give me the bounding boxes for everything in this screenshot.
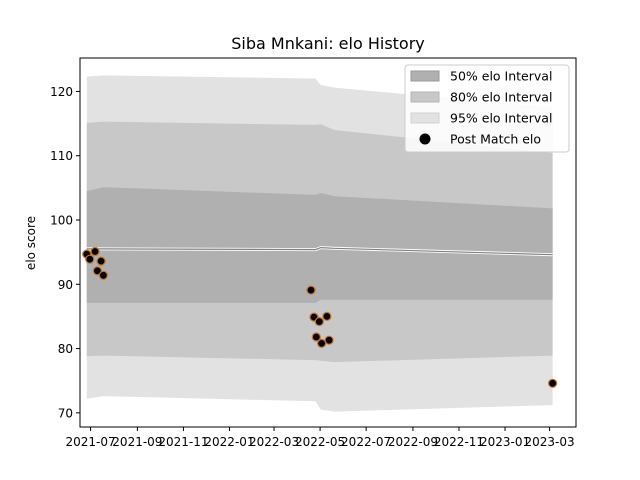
data-point [96, 256, 106, 266]
legend: 50% elo Interval 80% elo Interval 95% elo … [404, 64, 570, 153]
y-tick-label: 70 [58, 406, 73, 420]
y-tick-label: 80 [58, 342, 73, 356]
legend-marker [419, 133, 431, 145]
data-point [92, 266, 103, 276]
x-tick-label: 2022-05 [295, 435, 345, 449]
x-tick-label: 2023-01 [480, 435, 530, 449]
elo-center-line [86, 246, 553, 257]
x-tick-label: 2022-09 [388, 435, 438, 449]
chart-title: Siba Mnkani: elo History [231, 34, 425, 53]
y-axis-label: elo score [24, 216, 38, 270]
legend-box [404, 64, 570, 153]
legend-label: 80% elo Interval [450, 90, 552, 105]
x-tick-label: 2022-07 [341, 435, 391, 449]
plot-frame [79, 57, 577, 428]
data-point [306, 285, 316, 295]
y-axis: 70 80 90 100 110 120 [50, 85, 80, 420]
legend-label: 50% elo Interval [450, 69, 552, 84]
x-axis: 2021-072021-092021-112022-012022-032022-… [65, 427, 575, 449]
x-tick-label: 2021-09 [112, 435, 162, 449]
x-tick-label: 2023-03 [525, 435, 575, 449]
data-point [98, 270, 109, 280]
data-point [547, 378, 558, 388]
data-point [317, 338, 327, 348]
data-point [85, 254, 95, 264]
y-tick-label: 90 [58, 278, 73, 292]
x-tick-label: 2022-11 [434, 435, 484, 449]
y-tick-label: 120 [50, 85, 73, 99]
legend-swatch [410, 70, 440, 82]
data-point [324, 335, 334, 345]
post-match-points [82, 246, 558, 388]
legend-label: Post Match elo [450, 132, 541, 147]
x-tick-label: 2022-03 [249, 435, 299, 449]
legend-label: 95% elo Interval [450, 111, 552, 126]
data-point [314, 317, 324, 327]
x-tick-label: 2022-01 [204, 435, 254, 449]
y-tick-label: 100 [50, 214, 73, 228]
legend-swatch [410, 112, 440, 124]
x-tick-label: 2021-07 [65, 435, 115, 449]
center-line [86, 246, 553, 256]
interval-bands [86, 75, 553, 412]
data-point [322, 311, 332, 321]
band-50 [86, 187, 553, 303]
x-tick-label: 2021-11 [158, 435, 208, 449]
y-tick-label: 110 [50, 149, 73, 163]
data-point [90, 246, 100, 257]
data-point [311, 332, 321, 342]
legend-swatch [410, 91, 440, 103]
